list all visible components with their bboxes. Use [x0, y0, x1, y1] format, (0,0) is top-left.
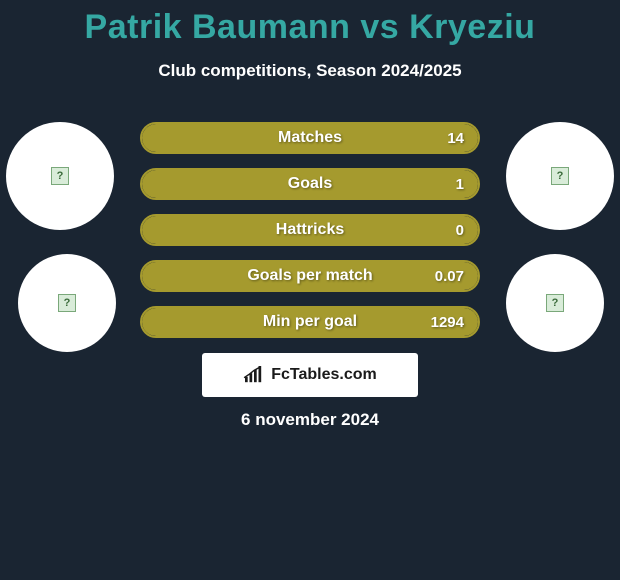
- bar-chart-icon: [243, 366, 265, 384]
- stat-bar-label: Hattricks: [276, 221, 344, 239]
- stat-bar-label: Goals per match: [247, 267, 372, 285]
- broken-image-icon: [58, 294, 76, 312]
- date-line: 6 november 2024: [0, 410, 620, 430]
- stat-bar-label: Goals: [288, 175, 332, 193]
- left-avatar-column: [6, 122, 116, 352]
- stat-bar-value: 1: [456, 176, 464, 193]
- stat-bar-label: Matches: [278, 129, 342, 147]
- subtitle: Club competitions, Season 2024/2025: [0, 61, 620, 81]
- stat-bar: Matches 14: [140, 122, 480, 154]
- stat-bar-value: 0: [456, 222, 464, 239]
- stat-bar: Hattricks 0: [140, 214, 480, 246]
- stat-bars: Matches 14 Goals 1 Hattricks 0 Goals per match…: [140, 122, 480, 338]
- stat-bar-label: Min per goal: [263, 313, 357, 331]
- stat-bar: Goals per match 0.07: [140, 260, 480, 292]
- stat-bar-value: 0.07: [435, 268, 464, 285]
- brand-text: FcTables.com: [271, 366, 377, 384]
- player1-club-badge: [18, 254, 116, 352]
- broken-image-icon: [546, 294, 564, 312]
- page-title: Patrik Baumann vs Kryeziu: [0, 0, 620, 47]
- player1-avatar: [6, 122, 114, 230]
- right-avatar-column: [506, 122, 614, 352]
- player2-club-badge: [506, 254, 604, 352]
- stat-bar-value: 14: [447, 130, 464, 147]
- stat-bar: Min per goal 1294: [140, 306, 480, 338]
- player2-avatar: [506, 122, 614, 230]
- broken-image-icon: [51, 167, 69, 185]
- brand-box: FcTables.com: [202, 353, 418, 397]
- stat-bar-value: 1294: [431, 314, 464, 331]
- broken-image-icon: [551, 167, 569, 185]
- stat-bar: Goals 1: [140, 168, 480, 200]
